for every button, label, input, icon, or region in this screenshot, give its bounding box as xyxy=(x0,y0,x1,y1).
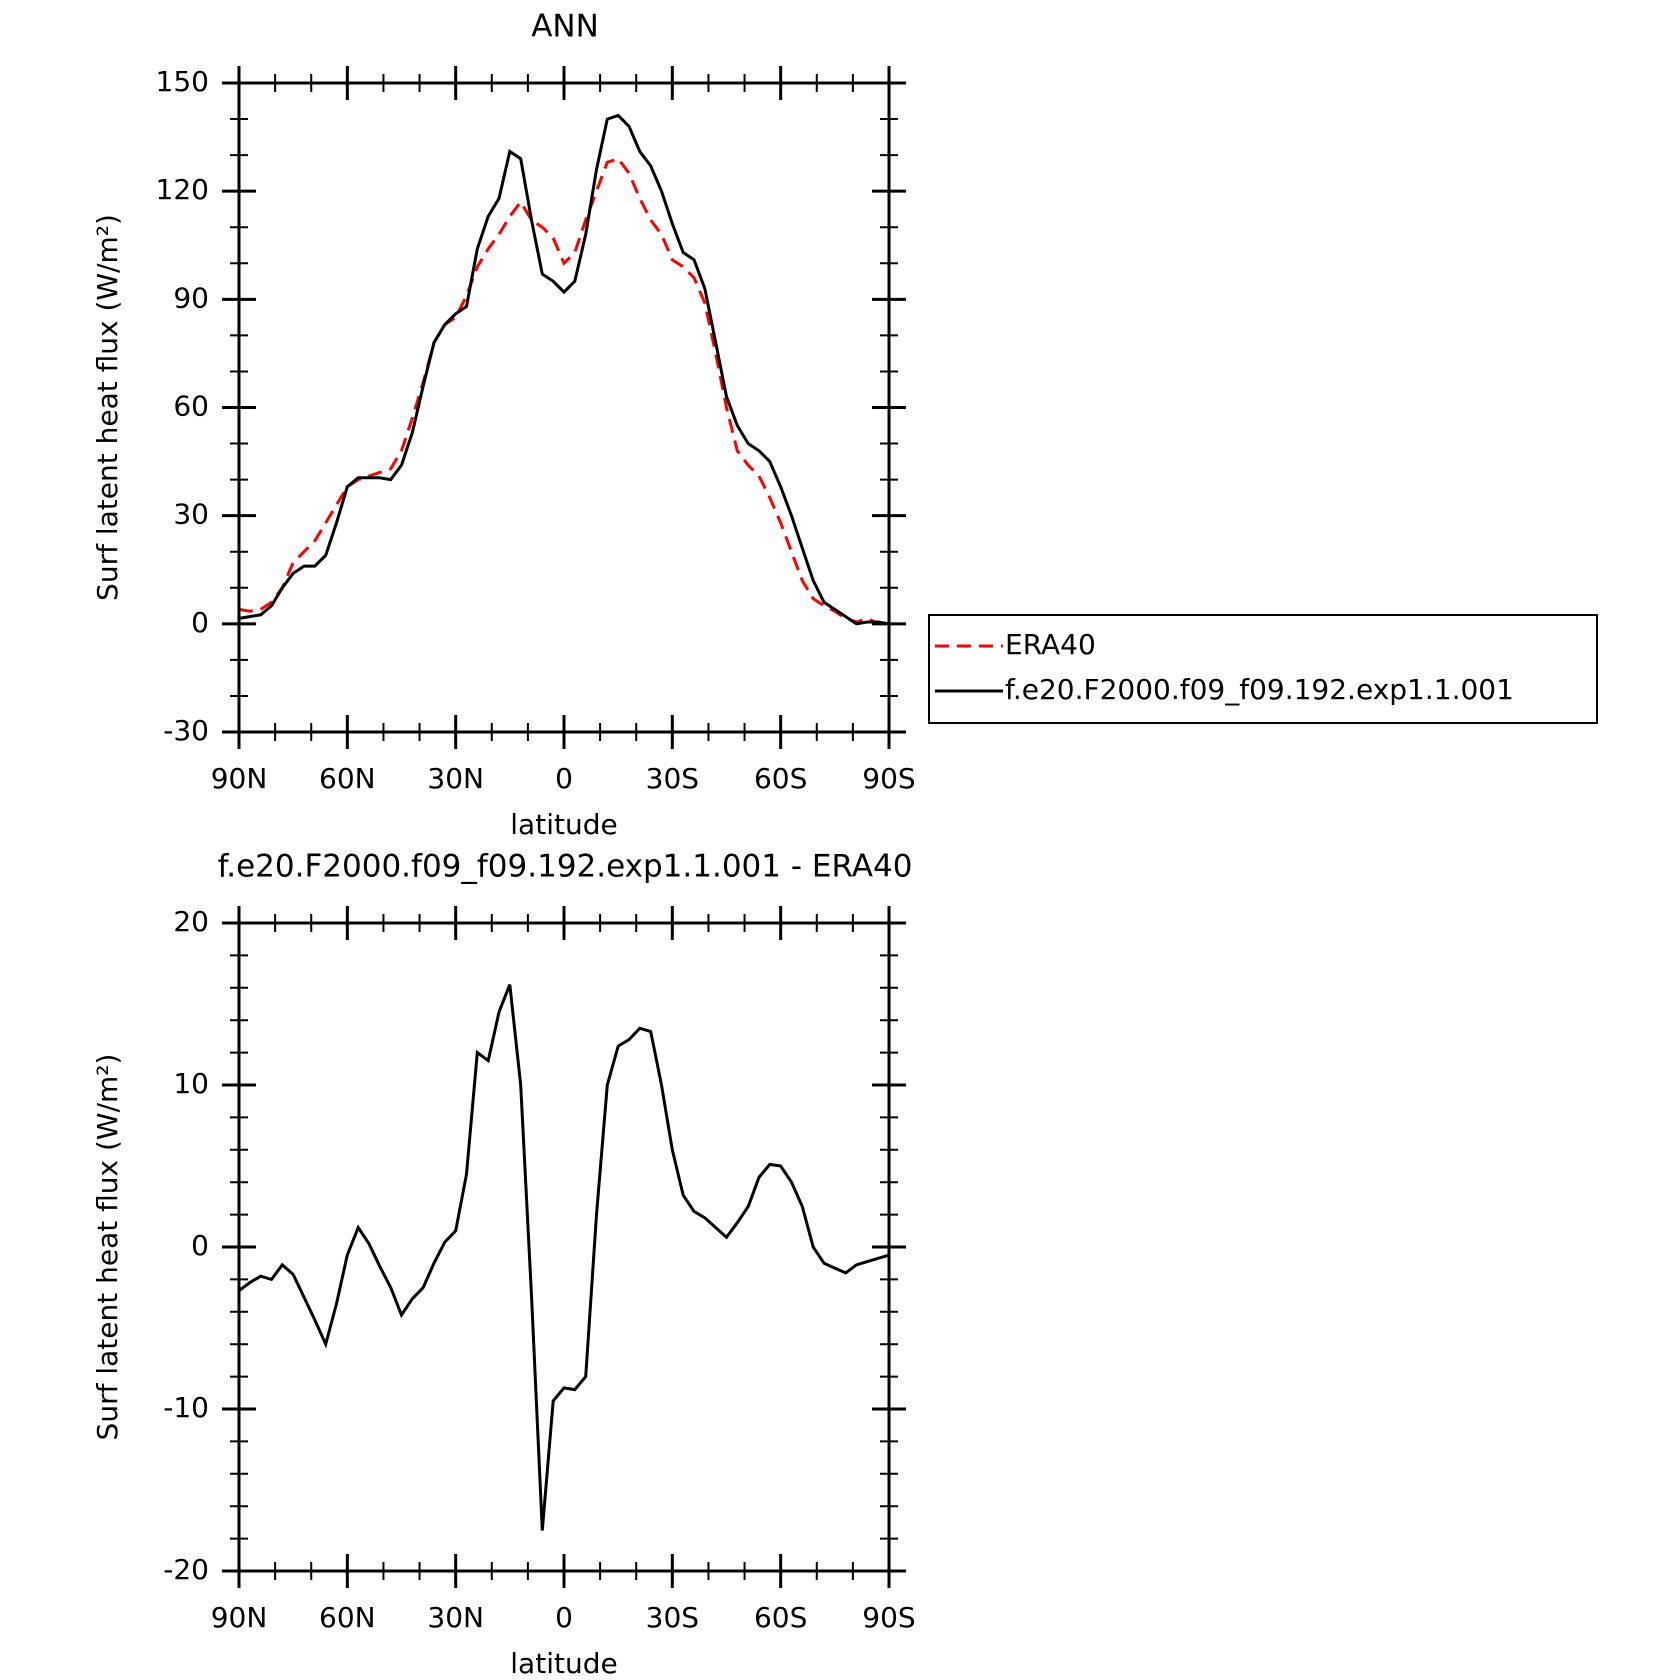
data-line xyxy=(238,113,890,626)
data-line xyxy=(238,984,890,1531)
y-tick-label: 120 xyxy=(156,173,209,206)
legend-box xyxy=(928,614,1598,724)
y-tick-label: 60 xyxy=(173,390,209,423)
y-tick-label: 0 xyxy=(191,606,209,639)
x-axis-label: latitude xyxy=(510,1647,617,1680)
y-tick-label: -10 xyxy=(163,1391,209,1424)
chart-title: f.e20.F2000.f09_f09.192.exp1.1.001 - ERA… xyxy=(218,849,913,885)
x-tick-label: 30S xyxy=(646,1601,699,1634)
legend-label: f.e20.F2000.f09_f09.192.exp1.1.001 xyxy=(1005,673,1514,706)
x-tick-label: 60N xyxy=(319,762,376,795)
x-tick-label: 30N xyxy=(427,762,484,795)
y-tick-label: 0 xyxy=(191,1229,209,1262)
x-tick-label: 0 xyxy=(555,762,573,795)
x-tick-label: 60N xyxy=(319,1601,376,1634)
y-tick-label: -30 xyxy=(163,714,209,747)
plot-frame xyxy=(237,921,891,1573)
x-tick-label: 60S xyxy=(754,1601,807,1634)
y-axis-label: Surf latent heat flux (W/m²) xyxy=(91,214,124,601)
plot-frame xyxy=(237,81,891,734)
x-tick-label: 60S xyxy=(754,762,807,795)
x-tick-label: 90S xyxy=(862,1601,915,1634)
x-axis-label: latitude xyxy=(510,808,617,841)
y-tick-label: -20 xyxy=(163,1553,209,1586)
x-tick-label: 90S xyxy=(862,762,915,795)
x-tick-label: 30N xyxy=(427,1601,484,1634)
y-axis-label: Surf latent heat flux (W/m²) xyxy=(91,1054,124,1441)
x-tick-label: 0 xyxy=(555,1601,573,1634)
x-tick-label: 30S xyxy=(646,762,699,795)
chart-title: ANN xyxy=(531,9,599,45)
data-line xyxy=(238,156,889,626)
x-tick-label: 90N xyxy=(211,762,268,795)
x-tick-label: 90N xyxy=(211,1601,268,1634)
legend-label: ERA40 xyxy=(1005,628,1096,661)
y-tick-label: 10 xyxy=(173,1067,209,1100)
y-tick-label: 90 xyxy=(173,281,209,314)
y-tick-label: 150 xyxy=(156,65,209,98)
y-tick-label: 30 xyxy=(173,498,209,531)
y-tick-label: 20 xyxy=(173,905,209,938)
